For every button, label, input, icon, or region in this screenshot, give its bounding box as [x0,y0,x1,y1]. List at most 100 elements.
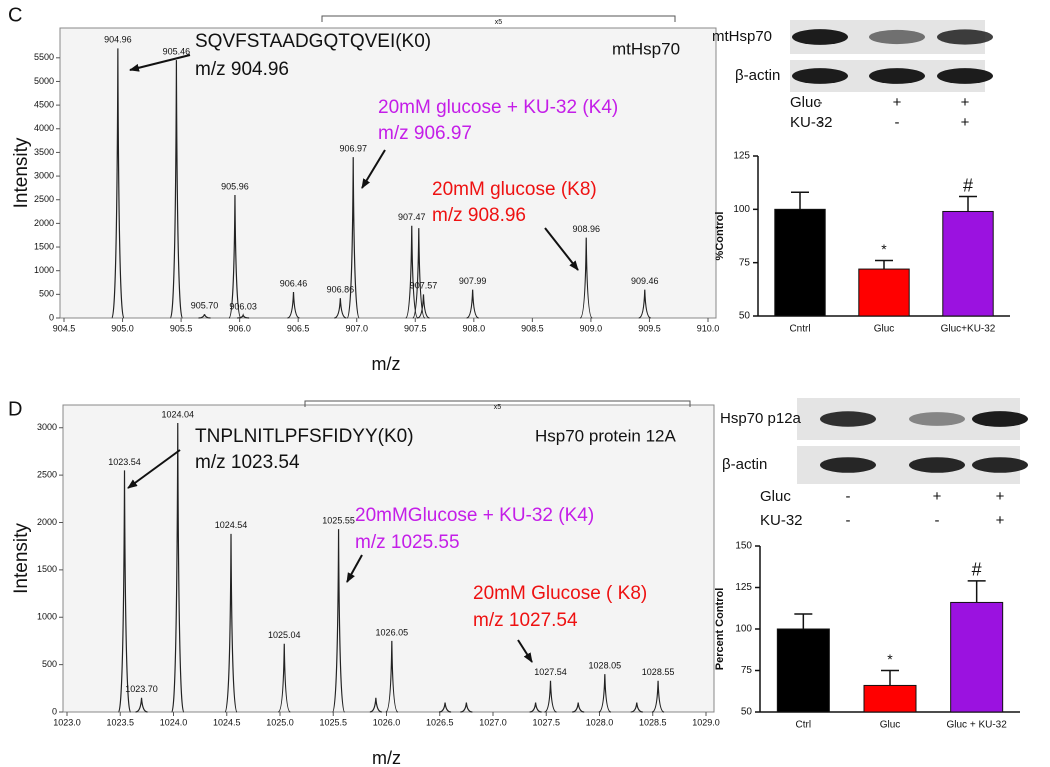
x-tick-label: Gluc+KU-32 [941,324,996,335]
peak-label: 906.86 [327,285,355,295]
arrow [129,54,191,72]
x-tick-label: 905.0 [111,323,134,333]
arrow [544,227,579,271]
annotation: m/z 1023.54 [195,452,300,473]
peak [117,470,132,713]
panel-label: C [8,4,22,26]
bar [858,268,910,317]
peak-label: 907.99 [459,276,487,286]
blot-label: β-actin [722,456,767,473]
x-tick-label: 1027.5 [532,717,560,727]
arrow [517,639,533,663]
blot-label: mtHsp70 [712,28,772,45]
y-tick-label: 1000 [37,612,57,622]
x-tick-label: 1023.5 [106,717,134,727]
peak [224,533,238,713]
blot-band [820,457,876,473]
peak [405,225,419,319]
y-tick-label: 75 [741,665,753,676]
y-tick-label: 3500 [34,147,54,157]
x-tick-label: Gluc + KU-32 [947,720,1008,731]
x-tick-label: 909.5 [638,323,661,333]
bar [863,684,917,713]
peak [135,697,148,713]
y-tick-label: 2500 [34,194,54,204]
y-tick-label: 2500 [37,469,57,479]
condition-sign: + [893,94,902,111]
peak-label: 908.96 [572,224,600,234]
condition-label: KU-32 [760,512,803,529]
peak-label: 1028.55 [642,667,675,677]
y-tick-label: 5500 [34,52,54,62]
peak [439,702,452,713]
peak [529,702,542,713]
significance-mark: * [887,651,893,667]
peak-label: 905.96 [221,181,249,191]
blot-band [792,68,848,84]
zoom-label: x5 [494,404,502,411]
zoom-bracket [304,400,691,407]
bar [950,601,1004,713]
peak [277,643,291,713]
peak-label: 1028.05 [589,660,622,670]
y-tick-label: 2000 [37,517,57,527]
peak-label: 906.46 [280,278,308,288]
y-tick-label: 100 [735,624,752,635]
y-tick-label: 500 [39,289,54,299]
condition-sign: - [846,488,851,505]
x-tick-label: 1024.5 [213,717,241,727]
condition-sign: + [961,114,970,131]
blot-band [937,68,993,84]
x-tick-label: 904.5 [53,323,76,333]
peak [460,702,473,713]
condition-label: KU-32 [790,114,833,131]
y-tick-label: 5000 [34,76,54,86]
condition-sign: - [935,512,940,529]
blot-band [792,29,848,45]
condition-sign: - [818,94,823,111]
x-tick-label: 1026.0 [373,717,401,727]
peak-label: 906.97 [339,144,367,154]
annotation: 20mM glucose (K8) [432,179,597,200]
blot-band [937,29,993,45]
x-tick-label: 907.5 [404,323,427,333]
peak [417,294,430,319]
zoom-label: x5 [495,19,503,26]
peak [171,423,185,713]
y-tick-label: 50 [739,311,751,322]
peak [369,697,382,713]
y-tick-label: 0 [52,706,57,716]
x-tick-label: Ctrl [796,720,812,731]
peak [579,237,593,319]
peak [466,289,479,319]
error-bar [959,195,977,212]
annotation: m/z 1025.55 [355,532,460,553]
peak-label: 906.03 [229,302,257,312]
peak [598,674,612,713]
error-bar [791,191,809,210]
annotation: m/z 1027.54 [473,610,578,631]
x-tick-label: 1029.0 [692,717,720,727]
peak-label: 1025.04 [268,630,301,640]
peak [111,48,125,319]
condition-label: Gluc [760,488,791,505]
peak-label: 907.57 [410,281,438,291]
y-tick-label: 125 [735,582,752,593]
error-bar [875,259,893,270]
bar [774,208,826,317]
annotation: 20mMGlucose + KU-32 (K4) [355,505,594,526]
peak-label: 1023.70 [125,684,158,694]
peak [651,680,665,713]
x-tick-label: 1028.0 [586,717,614,727]
arrow [127,449,181,489]
annotation: SQVFSTAADGQTQVEI(K0) [195,31,431,52]
peak-label: 1024.54 [215,520,248,530]
y-tick-label: 500 [42,659,57,669]
annotation: m/z 906.97 [378,123,472,144]
arrow [346,554,363,583]
peak [385,640,399,713]
peak [287,291,300,319]
peak [544,680,557,713]
peak [638,289,651,319]
condition-sign: - [895,114,900,131]
